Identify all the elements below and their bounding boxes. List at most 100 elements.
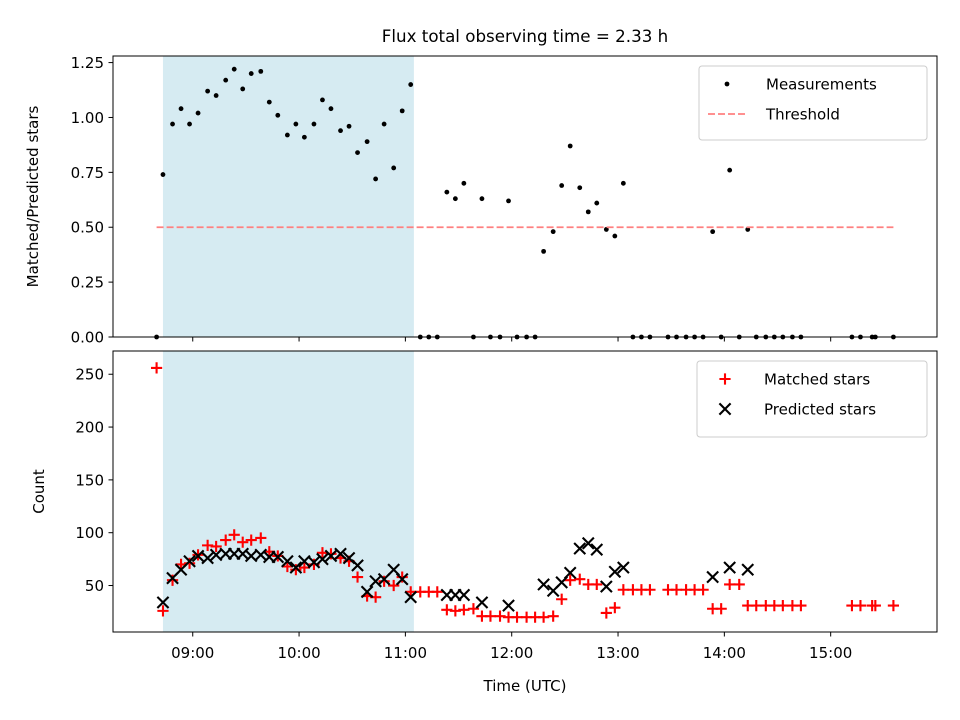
data-point xyxy=(175,558,187,570)
data-point xyxy=(183,554,196,568)
data-point xyxy=(320,97,325,103)
data-point xyxy=(187,121,192,127)
data-point xyxy=(405,586,417,598)
data-point xyxy=(334,547,347,561)
axes-frame xyxy=(112,55,938,338)
data-point xyxy=(157,605,169,617)
data-point xyxy=(594,200,600,206)
data-point xyxy=(404,590,418,604)
x-tick-label: 14:00 xyxy=(703,644,746,662)
data-point xyxy=(266,99,272,105)
data-point xyxy=(307,555,321,569)
x-tick-label: 12:00 xyxy=(490,644,533,662)
data-point xyxy=(245,534,257,546)
data-point xyxy=(210,540,222,553)
data-point xyxy=(281,560,293,573)
data-point xyxy=(706,570,720,584)
data-point xyxy=(255,532,267,544)
data-point xyxy=(441,604,453,616)
y-tick-label: 0.00 xyxy=(71,329,104,347)
data-point xyxy=(452,196,458,202)
data-point xyxy=(351,559,364,572)
data-point xyxy=(166,574,179,586)
y-tick-label: 100 xyxy=(75,524,104,542)
data-point xyxy=(573,542,587,555)
y-tick-label: 250 xyxy=(75,366,104,384)
data-point xyxy=(240,86,246,92)
data-point xyxy=(150,362,163,374)
data-point xyxy=(556,593,568,605)
data-point xyxy=(364,139,370,145)
data-point xyxy=(574,573,586,585)
data-point xyxy=(301,134,307,140)
data-point xyxy=(338,128,343,134)
legend-label: Measurements xyxy=(766,76,877,94)
data-point xyxy=(328,106,334,112)
data-point xyxy=(396,571,408,583)
data-point xyxy=(715,603,727,615)
x-tick-label: 13:00 xyxy=(596,644,639,662)
data-point xyxy=(355,150,360,155)
panel-1: 0.00 0.25 0.50 0.75 1.00 1.25 Matched/Predicte… xyxy=(24,54,938,347)
observing-span xyxy=(162,351,414,632)
panel-2: 50 100 150 200 250 Count 09:00 10:00 11:00 12:00 1… xyxy=(30,350,938,695)
x-tick-label: 10:00 xyxy=(277,644,320,662)
y-tick-label: 200 xyxy=(75,419,104,437)
data-point xyxy=(237,536,249,548)
data-point xyxy=(670,584,683,596)
data-point xyxy=(395,572,409,586)
data-point xyxy=(231,66,237,72)
data-point xyxy=(723,561,737,574)
legend-box xyxy=(698,65,928,141)
data-point xyxy=(202,539,214,551)
data-point xyxy=(360,585,374,599)
y-tick-label: 0.75 xyxy=(71,164,104,182)
data-point xyxy=(457,588,471,602)
data-point xyxy=(620,180,626,186)
data-point xyxy=(205,88,211,94)
data-point xyxy=(316,552,329,566)
data-point xyxy=(284,132,290,138)
data-point xyxy=(220,534,232,546)
data-point xyxy=(581,536,595,550)
chart-title: Flux total observing time = 2.33 h xyxy=(382,26,668,46)
data-point xyxy=(228,529,240,541)
data-point xyxy=(612,233,618,239)
data-point xyxy=(547,610,559,622)
legend: Measurements Threshold xyxy=(698,65,928,141)
series-predicted-stars xyxy=(156,536,755,612)
data-point xyxy=(599,580,613,593)
legend-label: Threshold xyxy=(765,106,840,124)
data-point xyxy=(585,209,591,215)
y-axis-label: Matched/Predicted stars xyxy=(24,106,42,288)
data-point xyxy=(590,543,604,556)
data-point xyxy=(564,574,576,586)
data-point xyxy=(431,586,443,598)
data-point xyxy=(191,549,205,563)
plot-area: 0.00 0.25 0.50 0.75 1.00 1.25 Matched/Predicte… xyxy=(24,54,938,695)
axes-frame xyxy=(112,350,938,633)
x-tick-label: 09:00 xyxy=(171,644,214,662)
data-point xyxy=(373,176,379,182)
data-point xyxy=(467,603,480,615)
data-point xyxy=(617,584,629,596)
data-point xyxy=(351,571,364,583)
data-point xyxy=(537,578,550,591)
data-point xyxy=(727,167,733,173)
data-point xyxy=(156,596,170,609)
data-point xyxy=(617,561,630,574)
data-point xyxy=(381,121,387,127)
data-point xyxy=(854,599,867,612)
data-point xyxy=(697,584,709,596)
data-point xyxy=(479,196,485,202)
data-point xyxy=(178,106,184,112)
data-point xyxy=(494,610,506,622)
data-point xyxy=(475,596,489,609)
data-point xyxy=(603,227,609,232)
data-point xyxy=(213,93,219,98)
data-point xyxy=(388,579,400,592)
y-tick-label: 150 xyxy=(75,471,104,489)
data-point xyxy=(290,564,302,576)
data-point xyxy=(541,248,547,254)
